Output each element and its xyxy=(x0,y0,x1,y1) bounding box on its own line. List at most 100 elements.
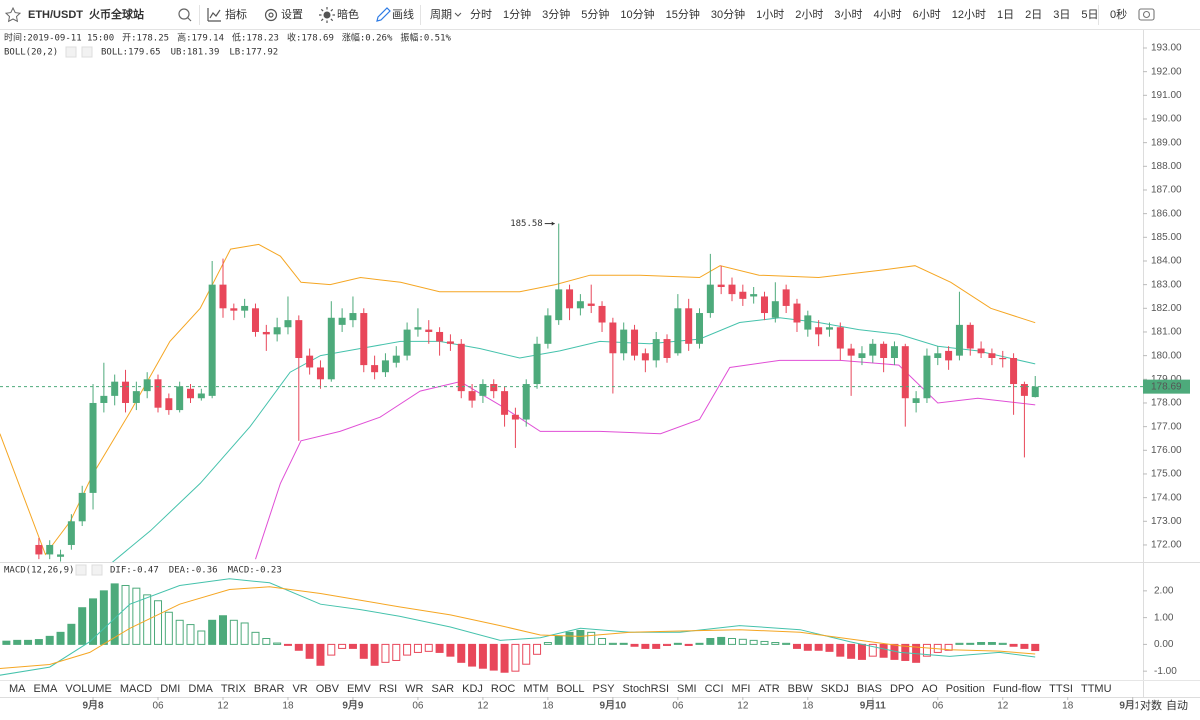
period-button[interactable]: 2日 xyxy=(1025,9,1042,21)
y-tick-label: 183.00 xyxy=(1151,279,1182,290)
indicator-tab[interactable]: OBV xyxy=(316,683,340,695)
search-icon[interactable] xyxy=(178,8,190,20)
axis-button-bg xyxy=(1138,698,1200,715)
y-tick-label: 181.00 xyxy=(1151,327,1182,338)
indicator-tab[interactable]: ATR xyxy=(758,683,779,695)
axis-button[interactable]: 自动 xyxy=(1166,699,1188,712)
macd-bar xyxy=(706,638,715,645)
period-menu[interactable]: 周期 xyxy=(430,8,452,21)
legend-toggle[interactable] xyxy=(75,564,87,576)
period-button[interactable]: 1小时 xyxy=(756,8,784,21)
x-tick-label: 12 xyxy=(737,701,749,712)
indicator-tab[interactable]: BIAS xyxy=(857,683,882,695)
indicator-tab[interactable]: DMI xyxy=(160,683,180,695)
macd-bar xyxy=(489,643,498,671)
candle-body xyxy=(511,414,519,420)
period-button[interactable]: 10分钟 xyxy=(620,7,654,21)
indicator-tab[interactable]: CCI xyxy=(705,683,724,695)
candle-body xyxy=(1031,386,1039,398)
legend-settings[interactable] xyxy=(91,564,103,576)
macd-bar xyxy=(273,642,282,645)
period-button[interactable]: 5分钟 xyxy=(581,7,609,21)
indicator-tab[interactable]: EMV xyxy=(347,683,372,695)
period-button[interactable]: 2小时 xyxy=(795,8,823,21)
indicator-icon[interactable] xyxy=(207,8,221,22)
indicator-tab[interactable]: EMA xyxy=(34,683,59,695)
indicator-tab[interactable]: TTSI xyxy=(1049,683,1073,695)
axis-button[interactable]: 对数 xyxy=(1140,698,1162,712)
macd-bar xyxy=(630,643,639,647)
period-button[interactable]: 1日 xyxy=(997,9,1014,21)
period-button[interactable]: 6小时 xyxy=(913,8,941,21)
period-button[interactable]: 1分钟 xyxy=(503,7,531,21)
theme-icon[interactable] xyxy=(323,11,331,19)
period-button[interactable]: 12小时 xyxy=(952,8,986,21)
settings-icon[interactable] xyxy=(264,8,278,22)
candle-body xyxy=(858,353,866,359)
indicator-tab[interactable]: BRAR xyxy=(254,683,285,695)
indicator-tab[interactable]: DMA xyxy=(188,683,213,695)
period-button[interactable]: 15分钟 xyxy=(666,7,700,21)
draw-icon[interactable] xyxy=(376,7,391,22)
indicator-tab[interactable]: Position xyxy=(946,683,985,695)
macd-bar xyxy=(197,630,206,645)
candle-body xyxy=(988,353,996,359)
macd-bar xyxy=(457,643,466,663)
candle-body xyxy=(652,339,660,361)
legend-settings[interactable] xyxy=(81,46,93,58)
indicator-tab[interactable]: BBW xyxy=(788,683,814,695)
macd-bar xyxy=(338,643,347,649)
indicator-tab[interactable]: TRIX xyxy=(221,683,247,695)
y-tick-label: 177.00 xyxy=(1151,421,1182,432)
tool-button[interactable]: 指标 xyxy=(225,7,247,21)
period-button[interactable]: 30分钟 xyxy=(711,7,745,21)
macd-bar xyxy=(511,643,520,672)
period-button[interactable]: 3日 xyxy=(1053,9,1070,21)
period-button[interactable]: 分时 xyxy=(470,8,492,21)
tool-button[interactable]: 画线 xyxy=(392,7,414,21)
macd-bar xyxy=(814,643,823,651)
period-button[interactable]: 5日 xyxy=(1081,9,1098,21)
indicator-tab[interactable]: MFI xyxy=(732,683,751,695)
period-button[interactable]: 3分钟 xyxy=(542,7,570,21)
candle-body xyxy=(436,331,444,342)
indicator-tab[interactable]: StochRSI xyxy=(623,683,669,695)
indicator-tab[interactable]: WR xyxy=(405,683,423,695)
macd-line xyxy=(0,586,1036,669)
period-button[interactable]: 3小时 xyxy=(834,8,862,21)
indicator-tab[interactable]: BOLL xyxy=(556,683,584,695)
legend-toggle[interactable] xyxy=(65,46,77,58)
favorite-icon[interactable] xyxy=(4,6,22,23)
tool-button[interactable]: 设置 xyxy=(281,8,303,21)
symbol[interactable]: ETH/USDT xyxy=(28,9,83,21)
exchange[interactable]: 火币全球站 xyxy=(89,7,144,21)
indicator-tab[interactable]: MACD xyxy=(120,683,152,695)
indicator-tab[interactable]: TTMU xyxy=(1081,683,1112,695)
indicator-tab[interactable]: RSI xyxy=(379,683,397,695)
indicator-tab[interactable]: MA xyxy=(9,683,26,695)
indicator-tab[interactable]: MTM xyxy=(523,683,548,695)
candle-body xyxy=(598,305,606,323)
legend-entry: LB:177.92 xyxy=(229,48,278,58)
indicator-tab[interactable]: VR xyxy=(292,683,307,695)
indicator-tab[interactable]: KDJ xyxy=(462,683,483,695)
indicator-tab[interactable]: Fund-flow xyxy=(993,683,1041,695)
legend-entry: DIF:-0.47 xyxy=(110,566,159,576)
indicator-tab[interactable]: SAR xyxy=(431,683,454,695)
indicator-tab[interactable]: DPO xyxy=(890,683,914,695)
indicator-tab[interactable]: VOLUME xyxy=(65,683,111,695)
candle-body xyxy=(457,343,465,392)
indicator-tab[interactable]: ROC xyxy=(491,683,516,695)
indicator-tab[interactable]: AO xyxy=(922,683,938,695)
indicator-tab[interactable]: SKDJ xyxy=(821,683,849,695)
indicator-tab[interactable]: PSY xyxy=(593,683,616,695)
macd-bar xyxy=(803,643,812,651)
tool-button[interactable]: 暗色 xyxy=(337,7,359,21)
candle-body xyxy=(945,350,953,361)
y-tick-label: 190.00 xyxy=(1151,114,1182,125)
bollinger-line xyxy=(255,359,1036,560)
period-button[interactable]: 4小时 xyxy=(874,8,902,21)
indicator-tab[interactable]: SMI xyxy=(677,683,697,695)
screenshot-icon[interactable] xyxy=(1138,8,1155,21)
candle-body xyxy=(955,324,963,356)
